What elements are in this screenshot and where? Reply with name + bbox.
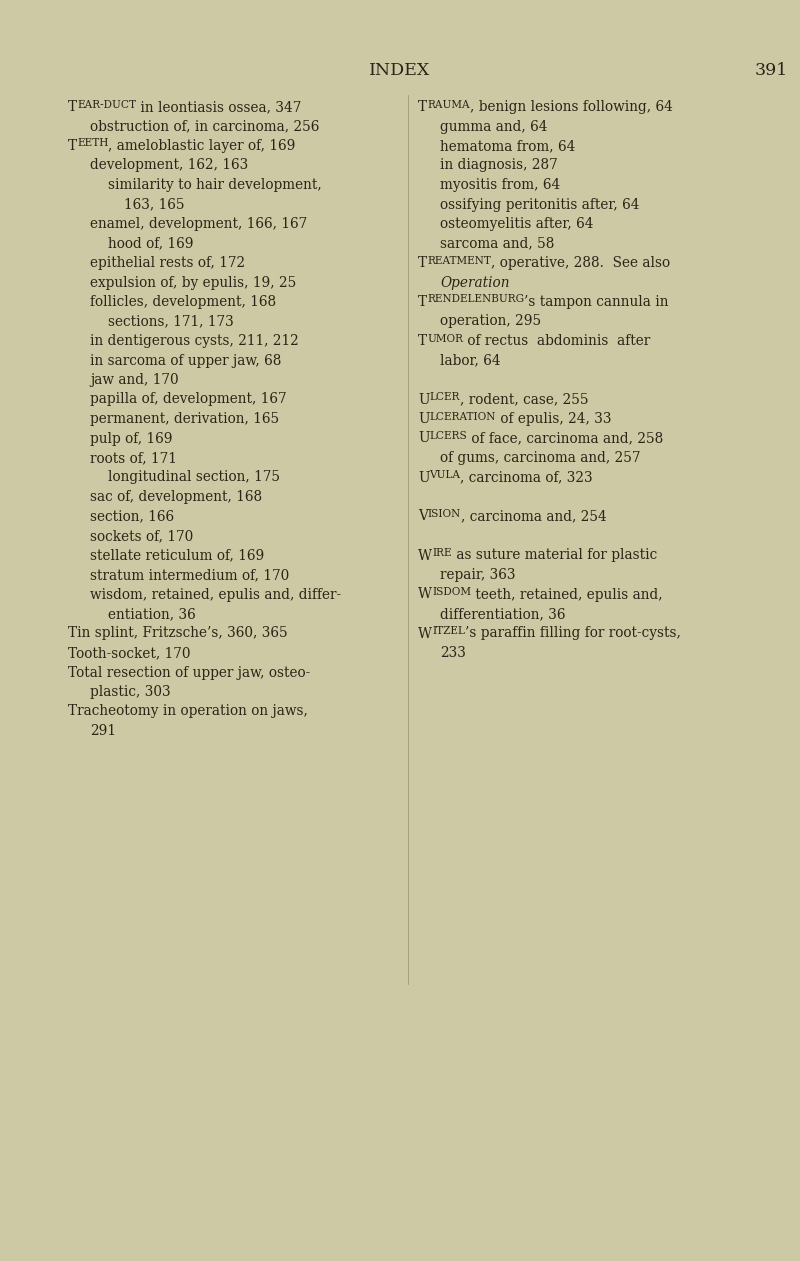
Text: pulp of, 169: pulp of, 169 xyxy=(90,431,173,445)
Text: LCERATION: LCERATION xyxy=(430,411,496,421)
Text: T: T xyxy=(68,100,77,113)
Text: section, 166: section, 166 xyxy=(90,509,174,523)
Text: T: T xyxy=(418,334,427,348)
Text: stratum intermedium of, 170: stratum intermedium of, 170 xyxy=(90,567,290,583)
Text: T: T xyxy=(418,295,427,309)
Text: U: U xyxy=(418,412,430,426)
Text: sections, 171, 173: sections, 171, 173 xyxy=(108,314,234,329)
Text: W: W xyxy=(418,588,432,601)
Text: in leontiasis ossea, 347: in leontiasis ossea, 347 xyxy=(136,100,302,113)
Text: ossifying peritonitis after, 64: ossifying peritonitis after, 64 xyxy=(440,198,639,212)
Text: T: T xyxy=(68,139,77,153)
Text: , operative, 288.  See also: , operative, 288. See also xyxy=(491,256,670,270)
Text: , carcinoma of, 323: , carcinoma of, 323 xyxy=(461,470,593,484)
Text: entiation, 36: entiation, 36 xyxy=(108,607,196,620)
Text: RAUMA: RAUMA xyxy=(427,100,470,110)
Text: 291: 291 xyxy=(90,724,116,738)
Text: LCER: LCER xyxy=(430,392,460,402)
Text: W: W xyxy=(418,549,432,562)
Text: of gums, carcinoma and, 257: of gums, carcinoma and, 257 xyxy=(440,451,641,465)
Text: INDEX: INDEX xyxy=(370,62,430,79)
Text: IRE: IRE xyxy=(432,549,452,559)
Text: in sarcoma of upper jaw, 68: in sarcoma of upper jaw, 68 xyxy=(90,353,282,367)
Text: obstruction of, in carcinoma, 256: obstruction of, in carcinoma, 256 xyxy=(90,120,319,134)
Text: hematoma from, 64: hematoma from, 64 xyxy=(440,139,575,153)
Text: teeth, retained, epulis and,: teeth, retained, epulis and, xyxy=(471,588,662,601)
Text: follicles, development, 168: follicles, development, 168 xyxy=(90,295,276,309)
Text: wisdom, retained, epulis and, differ-: wisdom, retained, epulis and, differ- xyxy=(90,588,341,601)
Text: UMOR: UMOR xyxy=(427,333,463,343)
Text: , benign lesions following, 64: , benign lesions following, 64 xyxy=(470,100,673,113)
Text: roots of, 171: roots of, 171 xyxy=(90,451,177,465)
Text: repair, 363: repair, 363 xyxy=(440,567,515,583)
Text: development, 162, 163: development, 162, 163 xyxy=(90,159,248,173)
Text: , rodent, case, 255: , rodent, case, 255 xyxy=(460,392,589,406)
Text: T: T xyxy=(418,100,427,113)
Text: epithelial rests of, 172: epithelial rests of, 172 xyxy=(90,256,245,270)
Text: REATMENT: REATMENT xyxy=(427,256,491,266)
Text: Operation: Operation xyxy=(440,275,510,290)
Text: labor, 64: labor, 64 xyxy=(440,353,501,367)
Text: longitudinal section, 175: longitudinal section, 175 xyxy=(108,470,280,484)
Text: Total resection of upper jaw, osteo-: Total resection of upper jaw, osteo- xyxy=(68,666,310,680)
Text: ’s paraffin filling for root-cysts,: ’s paraffin filling for root-cysts, xyxy=(465,627,681,641)
Text: of epulis, 24, 33: of epulis, 24, 33 xyxy=(496,412,611,426)
Text: similarity to hair development,: similarity to hair development, xyxy=(108,178,322,192)
Text: enamel, development, 166, 167: enamel, development, 166, 167 xyxy=(90,217,307,231)
Text: jaw and, 170: jaw and, 170 xyxy=(90,373,178,387)
Text: myositis from, 64: myositis from, 64 xyxy=(440,178,560,192)
Text: Tracheotomy in operation on jaws,: Tracheotomy in operation on jaws, xyxy=(68,705,308,719)
Text: sockets of, 170: sockets of, 170 xyxy=(90,530,194,543)
Text: U: U xyxy=(418,470,430,484)
Text: V: V xyxy=(418,509,428,523)
Text: U: U xyxy=(418,431,430,445)
Text: 163, 165: 163, 165 xyxy=(124,198,185,212)
Text: ISION: ISION xyxy=(428,509,461,520)
Text: stellate reticulum of, 169: stellate reticulum of, 169 xyxy=(90,549,264,562)
Text: Tin splint, Fritzsche’s, 360, 365: Tin splint, Fritzsche’s, 360, 365 xyxy=(68,627,288,641)
Text: EETH: EETH xyxy=(77,139,109,149)
Text: in dentigerous cysts, 211, 212: in dentigerous cysts, 211, 212 xyxy=(90,334,298,348)
Text: sarcoma and, 58: sarcoma and, 58 xyxy=(440,237,554,251)
Text: VULA: VULA xyxy=(430,470,461,480)
Text: plastic, 303: plastic, 303 xyxy=(90,685,170,699)
Text: Tooth-socket, 170: Tooth-socket, 170 xyxy=(68,646,190,660)
Text: 233: 233 xyxy=(440,646,466,660)
Text: , ameloblastic layer of, 169: , ameloblastic layer of, 169 xyxy=(109,139,296,153)
Text: ’s tampon cannula in: ’s tampon cannula in xyxy=(524,295,669,309)
Text: of rectus  abdominis  after: of rectus abdominis after xyxy=(463,334,650,348)
Text: hood of, 169: hood of, 169 xyxy=(108,237,194,251)
Text: of face, carcinoma and, 258: of face, carcinoma and, 258 xyxy=(467,431,663,445)
Text: expulsion of, by epulis, 19, 25: expulsion of, by epulis, 19, 25 xyxy=(90,275,296,290)
Text: differentiation, 36: differentiation, 36 xyxy=(440,607,566,620)
Text: as suture material for plastic: as suture material for plastic xyxy=(452,549,657,562)
Text: gumma and, 64: gumma and, 64 xyxy=(440,120,547,134)
Text: permanent, derivation, 165: permanent, derivation, 165 xyxy=(90,412,279,426)
Text: T: T xyxy=(418,256,427,270)
Text: U: U xyxy=(418,392,430,406)
Text: osteomyelitis after, 64: osteomyelitis after, 64 xyxy=(440,217,594,231)
Text: sac of, development, 168: sac of, development, 168 xyxy=(90,491,262,504)
Text: ISDOM: ISDOM xyxy=(432,588,471,596)
Text: RENDELENBURG: RENDELENBURG xyxy=(427,295,524,304)
Text: 391: 391 xyxy=(755,62,788,79)
Text: EAR-DUCT: EAR-DUCT xyxy=(77,100,136,110)
Text: operation, 295: operation, 295 xyxy=(440,314,541,329)
Text: in diagnosis, 287: in diagnosis, 287 xyxy=(440,159,558,173)
Text: LCERS: LCERS xyxy=(430,431,467,441)
Text: papilla of, development, 167: papilla of, development, 167 xyxy=(90,392,286,406)
Text: W: W xyxy=(418,627,432,641)
Text: ITZEL: ITZEL xyxy=(432,625,465,636)
Text: , carcinoma and, 254: , carcinoma and, 254 xyxy=(461,509,607,523)
